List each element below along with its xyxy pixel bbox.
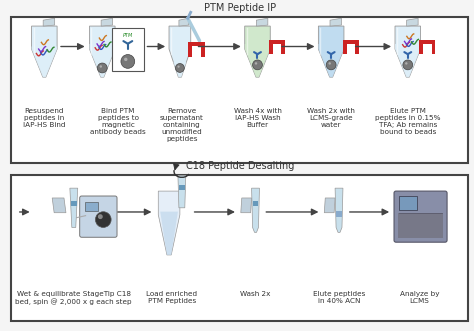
Polygon shape [252, 188, 259, 232]
Bar [188, 42, 205, 46]
Polygon shape [43, 18, 55, 26]
Polygon shape [241, 198, 252, 213]
Circle shape [326, 60, 336, 70]
Polygon shape [32, 26, 57, 77]
Bar [201, 46, 205, 57]
Circle shape [121, 55, 135, 68]
Bar [112, 28, 144, 71]
Bar [281, 44, 285, 54]
Text: Wash 4x with
IAP-HS Wash
Buffer: Wash 4x with IAP-HS Wash Buffer [234, 108, 282, 128]
Text: Bind PTM
peptides to
magnetic
antibody beads: Bind PTM peptides to magnetic antibody b… [90, 108, 146, 135]
Polygon shape [101, 18, 113, 26]
Bar [71, 201, 77, 206]
Bar [431, 44, 436, 54]
Text: Wet & equilibrate StageTip C18
bed, spin @ 2,000 x g each step: Wet & equilibrate StageTip C18 bed, spin… [16, 291, 132, 305]
Polygon shape [160, 212, 178, 255]
Circle shape [98, 214, 103, 219]
Polygon shape [245, 44, 270, 77]
Bar [343, 40, 359, 44]
Circle shape [328, 62, 331, 65]
Polygon shape [330, 18, 341, 26]
Circle shape [255, 62, 257, 65]
Bar [84, 202, 99, 211]
Circle shape [97, 63, 107, 73]
FancyBboxPatch shape [11, 17, 468, 163]
Polygon shape [319, 26, 344, 77]
Bar [419, 44, 423, 54]
Bar [419, 40, 436, 44]
Bar [253, 201, 258, 206]
Text: PTM: PTM [123, 33, 133, 38]
Circle shape [124, 58, 128, 61]
Bar [269, 40, 285, 44]
Bar [188, 46, 192, 57]
Circle shape [405, 62, 408, 65]
Circle shape [175, 64, 184, 72]
Text: Elute PTM
peptides in 0.15%
TFA; Ab remains
bound to beads: Elute PTM peptides in 0.15% TFA; Ab rema… [375, 108, 440, 135]
Polygon shape [70, 188, 78, 227]
Text: Wash 2x with
LCMS-grade
water: Wash 2x with LCMS-grade water [307, 108, 355, 128]
Bar [399, 196, 417, 210]
Circle shape [95, 212, 111, 227]
Polygon shape [319, 44, 344, 77]
Polygon shape [90, 26, 115, 77]
Text: PTM Peptide IP: PTM Peptide IP [204, 3, 276, 13]
Circle shape [177, 66, 180, 68]
FancyBboxPatch shape [80, 196, 117, 237]
Polygon shape [52, 198, 66, 213]
Polygon shape [395, 44, 420, 77]
Text: Load enriched
PTM Peptides: Load enriched PTM Peptides [146, 291, 198, 304]
Circle shape [253, 60, 263, 70]
Polygon shape [256, 18, 268, 26]
Text: Analyze by
LCMS: Analyze by LCMS [400, 291, 439, 304]
Text: Elute peptides
in 40% ACN: Elute peptides in 40% ACN [313, 291, 365, 304]
Text: C18 Peptide Desalting: C18 Peptide Desalting [186, 162, 294, 171]
Circle shape [403, 60, 413, 70]
Circle shape [100, 65, 102, 68]
Polygon shape [395, 26, 420, 77]
Bar [336, 211, 342, 217]
Bar [343, 44, 346, 54]
Polygon shape [90, 44, 115, 77]
FancyBboxPatch shape [11, 175, 468, 321]
Bar [269, 44, 273, 54]
Text: Wash 2x: Wash 2x [240, 291, 271, 297]
Text: Remove
supernatant
containing
unmodified
peptides: Remove supernatant containing unmodified… [160, 108, 204, 142]
Bar [179, 185, 185, 190]
Polygon shape [173, 62, 186, 77]
Polygon shape [178, 175, 186, 208]
FancyBboxPatch shape [394, 191, 447, 242]
Polygon shape [158, 191, 180, 255]
Bar [355, 44, 359, 54]
Text: Resuspend
peptides in
IAP-HS Bind: Resuspend peptides in IAP-HS Bind [23, 108, 65, 128]
Bar [398, 213, 443, 238]
Polygon shape [245, 26, 270, 77]
Polygon shape [169, 26, 191, 77]
Polygon shape [324, 198, 335, 213]
Polygon shape [32, 46, 57, 77]
Polygon shape [179, 18, 189, 26]
Polygon shape [335, 188, 343, 232]
Polygon shape [407, 18, 418, 26]
